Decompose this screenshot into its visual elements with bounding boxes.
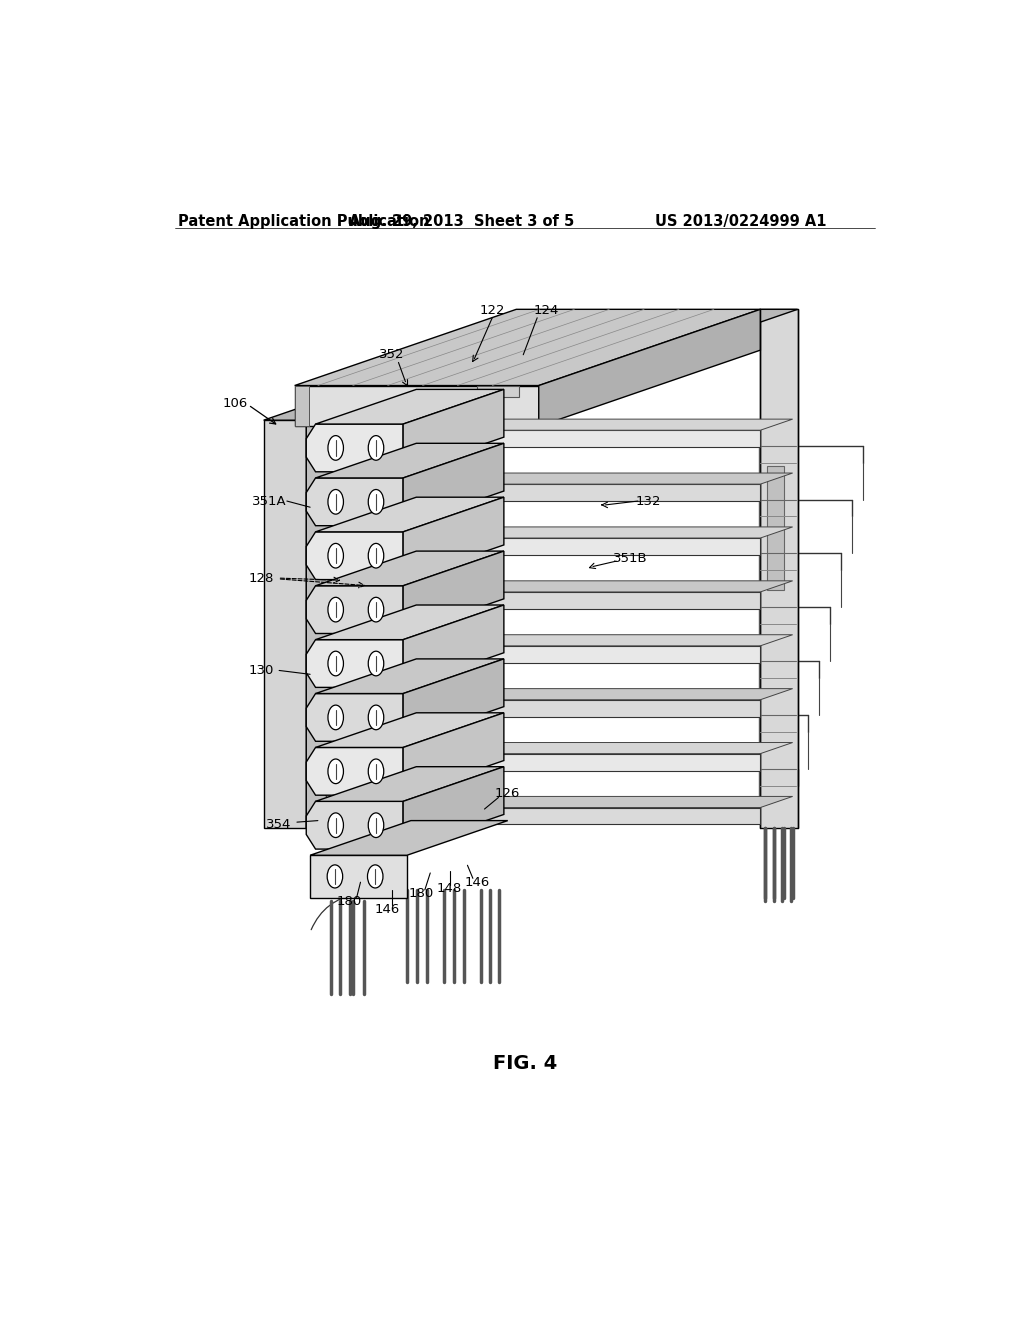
Text: 148: 148: [437, 882, 462, 895]
Ellipse shape: [369, 544, 384, 568]
Text: 180: 180: [336, 895, 361, 908]
Ellipse shape: [368, 865, 383, 888]
Polygon shape: [295, 385, 308, 426]
Text: 180: 180: [409, 887, 433, 900]
Ellipse shape: [369, 813, 384, 838]
Ellipse shape: [328, 490, 343, 515]
Polygon shape: [403, 754, 761, 771]
Polygon shape: [403, 767, 504, 849]
Text: 351A: 351A: [252, 495, 287, 508]
Polygon shape: [295, 385, 539, 426]
Polygon shape: [315, 444, 504, 478]
Polygon shape: [403, 527, 793, 539]
Polygon shape: [403, 498, 504, 579]
Polygon shape: [599, 309, 798, 364]
Polygon shape: [315, 552, 504, 586]
Polygon shape: [306, 693, 403, 742]
Text: 146: 146: [375, 903, 400, 916]
Ellipse shape: [369, 436, 384, 461]
Polygon shape: [403, 808, 761, 825]
Polygon shape: [315, 498, 504, 532]
Polygon shape: [403, 420, 793, 430]
Ellipse shape: [328, 436, 343, 461]
Polygon shape: [306, 801, 403, 849]
Text: 352: 352: [379, 348, 404, 362]
Text: 128: 128: [249, 572, 274, 585]
Polygon shape: [315, 767, 504, 801]
Polygon shape: [306, 747, 403, 795]
Text: 354: 354: [266, 818, 292, 832]
Text: 106: 106: [222, 397, 248, 409]
Ellipse shape: [369, 597, 384, 622]
Polygon shape: [761, 309, 798, 829]
Ellipse shape: [328, 705, 343, 730]
Polygon shape: [306, 532, 403, 579]
Polygon shape: [403, 473, 793, 484]
Polygon shape: [403, 645, 761, 663]
Polygon shape: [539, 309, 761, 426]
Polygon shape: [315, 389, 504, 424]
Polygon shape: [477, 385, 519, 397]
Ellipse shape: [369, 490, 384, 515]
Text: 122: 122: [479, 305, 505, 317]
Polygon shape: [295, 309, 761, 385]
Ellipse shape: [328, 651, 343, 676]
Text: 130: 130: [249, 664, 274, 677]
Polygon shape: [403, 389, 504, 471]
Polygon shape: [403, 581, 793, 591]
Polygon shape: [767, 466, 783, 590]
Polygon shape: [403, 591, 761, 609]
Polygon shape: [315, 659, 504, 693]
Polygon shape: [310, 855, 407, 898]
Text: 126: 126: [495, 787, 520, 800]
Ellipse shape: [328, 759, 343, 784]
Polygon shape: [403, 713, 504, 795]
Polygon shape: [310, 821, 508, 855]
Text: Patent Application Publication: Patent Application Publication: [178, 214, 430, 228]
Ellipse shape: [369, 705, 384, 730]
Text: 132: 132: [636, 495, 662, 508]
Polygon shape: [403, 635, 793, 645]
Polygon shape: [306, 586, 403, 634]
Polygon shape: [315, 605, 504, 640]
Text: 351B: 351B: [613, 552, 647, 565]
Polygon shape: [263, 420, 306, 829]
Ellipse shape: [328, 865, 343, 888]
Text: US 2013/0224999 A1: US 2013/0224999 A1: [655, 214, 826, 228]
Polygon shape: [306, 424, 403, 471]
Polygon shape: [403, 484, 761, 502]
Ellipse shape: [369, 651, 384, 676]
Text: 124: 124: [534, 305, 559, 317]
Polygon shape: [306, 640, 403, 688]
Polygon shape: [403, 605, 504, 688]
Ellipse shape: [328, 544, 343, 568]
Polygon shape: [403, 539, 761, 554]
Polygon shape: [403, 689, 793, 700]
Ellipse shape: [369, 759, 384, 784]
Ellipse shape: [328, 813, 343, 838]
Polygon shape: [306, 478, 403, 525]
Polygon shape: [403, 659, 504, 742]
Text: FIG. 4: FIG. 4: [493, 1053, 557, 1073]
Polygon shape: [403, 444, 504, 525]
Polygon shape: [403, 796, 793, 808]
Polygon shape: [403, 430, 761, 447]
Polygon shape: [263, 385, 407, 420]
Text: Aug. 29, 2013  Sheet 3 of 5: Aug. 29, 2013 Sheet 3 of 5: [348, 214, 573, 228]
Polygon shape: [403, 743, 793, 754]
Polygon shape: [403, 552, 504, 634]
Text: 146: 146: [464, 875, 489, 888]
Polygon shape: [306, 385, 407, 829]
Polygon shape: [403, 700, 761, 717]
Polygon shape: [315, 713, 504, 747]
Ellipse shape: [328, 597, 343, 622]
